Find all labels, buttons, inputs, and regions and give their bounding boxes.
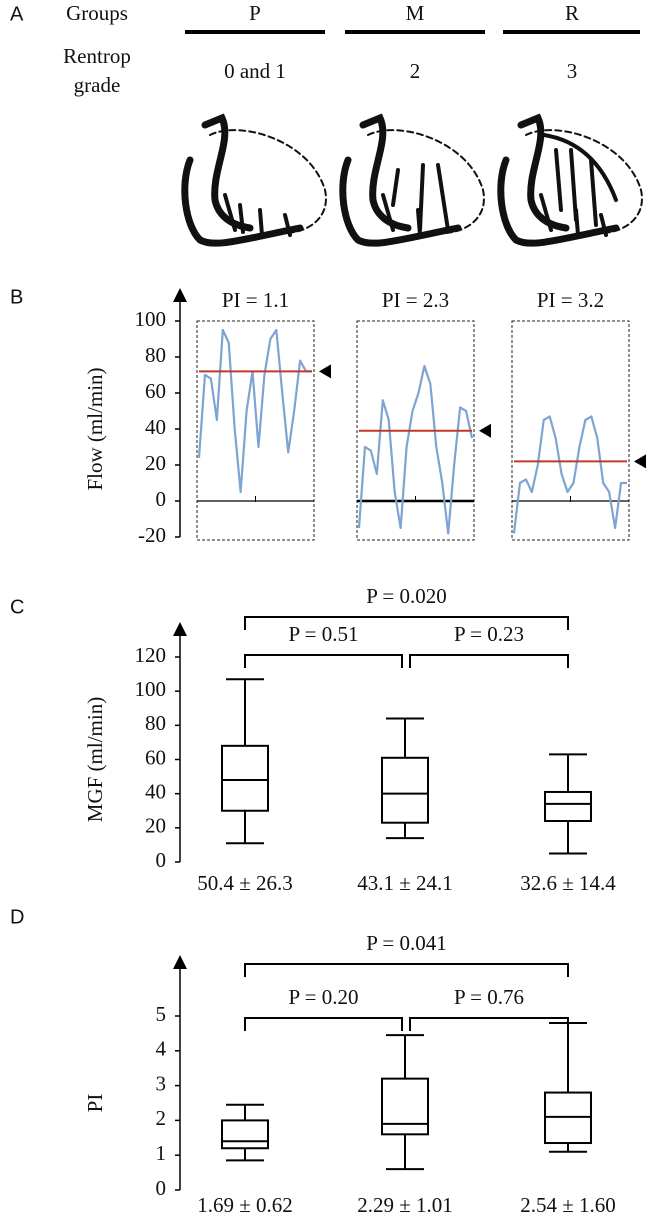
y-tick-label: 40 <box>145 415 166 439</box>
box <box>221 1119 269 1150</box>
panel-label: C <box>10 596 24 618</box>
y-tick-label: 2 <box>156 1106 167 1130</box>
mean-marker <box>479 423 491 438</box>
group-name: P <box>249 1 261 25</box>
trace-frame <box>356 320 475 541</box>
axis-arrow <box>173 622 187 636</box>
y-tick-label: 80 <box>145 343 166 367</box>
panel-label: D <box>10 906 24 928</box>
significance-bracket <box>244 616 569 630</box>
y-axis-label: Flow (ml/min) <box>83 367 107 490</box>
y-tick-label: 3 <box>156 1071 167 1095</box>
y-tick-label: 0 <box>156 487 167 511</box>
mean-marker <box>634 454 646 469</box>
significance-bracket <box>409 1017 569 1031</box>
panel-label: A <box>10 3 24 25</box>
heart-drawings <box>181 113 643 247</box>
box <box>221 744 269 812</box>
trace-frame <box>511 320 630 541</box>
significance-bracket <box>244 654 403 668</box>
x-tick-label: 43.1 ± 24.1 <box>357 871 453 895</box>
y-tick-label: 0 <box>156 1176 167 1200</box>
significance-bracket <box>244 963 569 977</box>
y-tick-label: 0 <box>156 848 167 872</box>
p-value: P = 0.20 <box>289 985 359 1009</box>
subplot-title: PI = 3.2 <box>537 288 604 312</box>
x-tick-label: 50.4 ± 26.3 <box>197 871 293 895</box>
y-tick-label: 1 <box>156 1141 167 1165</box>
mean-marker <box>319 364 331 379</box>
box <box>381 756 429 824</box>
y-tick-label: 20 <box>145 814 166 838</box>
y-tick-label: 60 <box>145 379 166 403</box>
heart-m <box>339 113 485 247</box>
panel-label: B <box>10 286 23 308</box>
y-tick-label: 5 <box>156 1002 167 1026</box>
groups-label: Groups <box>66 1 128 25</box>
significance-bracket <box>409 654 569 668</box>
grade: 0 and 1 <box>224 59 286 83</box>
group-name: R <box>565 1 579 25</box>
heart-r <box>497 113 643 247</box>
p-value: P = 0.041 <box>366 931 447 955</box>
heart-p <box>181 113 327 247</box>
box <box>544 790 592 822</box>
y-tick-label: 100 <box>135 307 167 331</box>
y-tick-label: 4 <box>156 1037 167 1061</box>
x-tick-label: 1.69 ± 0.62 <box>197 1193 293 1217</box>
subplot-title: PI = 1.1 <box>222 288 289 312</box>
subplot-title: PI = 2.3 <box>382 288 449 312</box>
p-value: P = 0.020 <box>366 584 447 608</box>
rentrop-label: Rentrop <box>63 44 131 68</box>
axis-arrow <box>173 288 187 302</box>
y-tick-label: -20 <box>138 523 166 547</box>
rentrop-label: grade <box>74 73 121 97</box>
y-axis-label: PI <box>83 1094 107 1113</box>
p-value: P = 0.76 <box>454 985 524 1009</box>
grade: 3 <box>567 59 578 83</box>
p-value: P = 0.23 <box>454 622 524 646</box>
x-tick-label: 2.54 ± 1.60 <box>520 1193 616 1217</box>
axis-arrow <box>173 955 187 969</box>
y-tick-label: 20 <box>145 451 166 475</box>
y-tick-label: 80 <box>145 711 166 735</box>
group-name: M <box>406 1 425 25</box>
x-tick-label: 32.6 ± 14.4 <box>520 871 616 895</box>
trace-frame <box>196 320 315 541</box>
x-tick-label: 2.29 ± 1.01 <box>357 1193 453 1217</box>
y-tick-label: 120 <box>135 643 167 667</box>
y-axis-label: MGF (ml/min) <box>83 697 107 822</box>
significance-bracket <box>244 1017 403 1031</box>
y-tick-label: 60 <box>145 745 166 769</box>
p-value: P = 0.51 <box>289 622 359 646</box>
box <box>381 1077 429 1136</box>
grade: 2 <box>410 59 421 83</box>
y-tick-label: 100 <box>135 677 167 701</box>
flow-trace <box>357 364 474 535</box>
flow-trace <box>197 328 312 494</box>
y-tick-label: 40 <box>145 779 166 803</box>
flow-trace <box>512 415 627 534</box>
